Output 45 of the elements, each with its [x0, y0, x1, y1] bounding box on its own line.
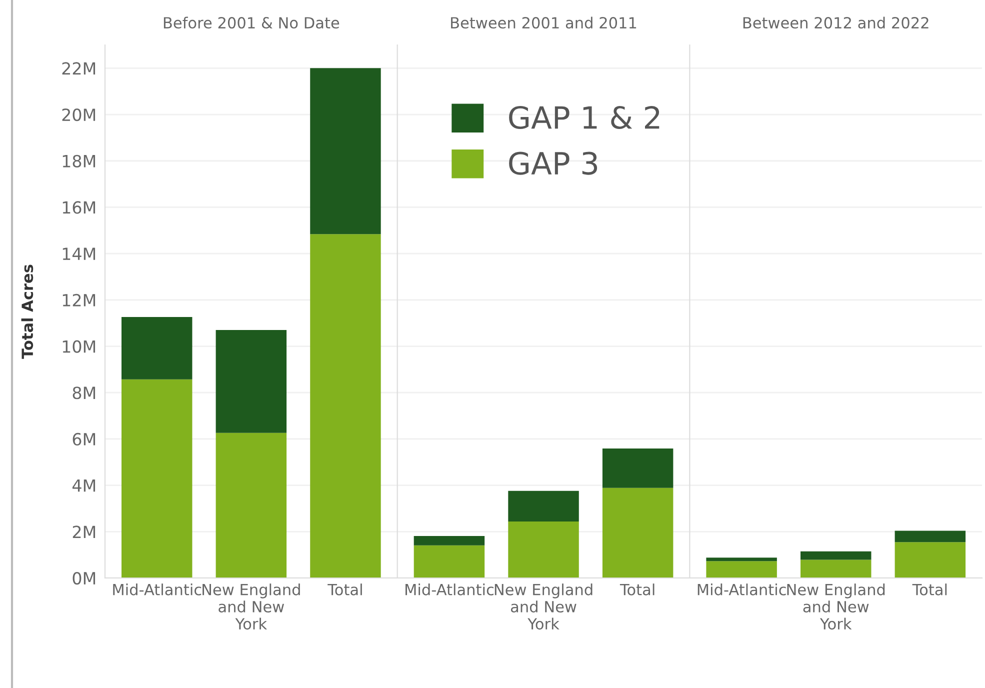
x-tick-label: Mid-Atlantic — [698, 584, 786, 596]
bar — [602, 448, 674, 488]
y-tick-label: 8M — [72, 386, 96, 400]
bar — [310, 68, 381, 234]
y-tick-label: 20M — [62, 108, 96, 122]
y-axis-title: Total Acres — [21, 264, 34, 359]
chart-title: Between 2012 and 2022 — [743, 16, 928, 29]
bar — [216, 330, 287, 433]
y-tick-label: 14M — [62, 248, 96, 260]
legend-label: GAP 3 — [509, 152, 598, 175]
legend-label: GAP 1 & 2 — [509, 106, 660, 130]
chart-title: Between 2001 and 2011 — [451, 16, 636, 29]
bar — [122, 379, 192, 578]
bar — [706, 561, 777, 578]
bar — [414, 545, 485, 578]
y-tick-label: 6M — [72, 432, 96, 446]
bar — [602, 488, 674, 578]
bar — [122, 317, 192, 380]
x-tick-label: Total — [328, 584, 362, 596]
y-tick-label: 4M — [72, 479, 96, 492]
y-tick-label: 18M — [62, 154, 96, 168]
bar — [216, 432, 287, 578]
y-tick-label: 0M — [72, 572, 96, 585]
bar — [508, 490, 579, 522]
bar — [894, 530, 966, 542]
y-tick-label: 22M — [62, 62, 96, 75]
x-tick-label: Total — [620, 584, 654, 596]
x-tick-label: Mid-Atlantic — [406, 584, 494, 596]
x-tick-label: New England and New York — [202, 584, 300, 630]
bar — [508, 521, 579, 578]
bar — [800, 560, 872, 578]
x-tick-label: Mid-Atlantic — [113, 584, 202, 596]
bar — [706, 558, 777, 562]
y-tick-label: 2M — [72, 526, 96, 538]
x-tick-label: Total — [912, 584, 947, 596]
bar — [310, 234, 381, 578]
x-tick-label: New England and New York — [787, 584, 885, 630]
y-tick-label: 16M — [62, 201, 96, 214]
y-tick-label: 12M — [62, 294, 96, 306]
bar — [800, 551, 872, 560]
bar — [414, 536, 485, 546]
x-tick-label: New England and New York — [494, 584, 592, 630]
chart-title: Before 2001 & No Date — [164, 16, 340, 29]
y-tick-label: 10M — [62, 340, 96, 353]
bar — [894, 542, 966, 578]
